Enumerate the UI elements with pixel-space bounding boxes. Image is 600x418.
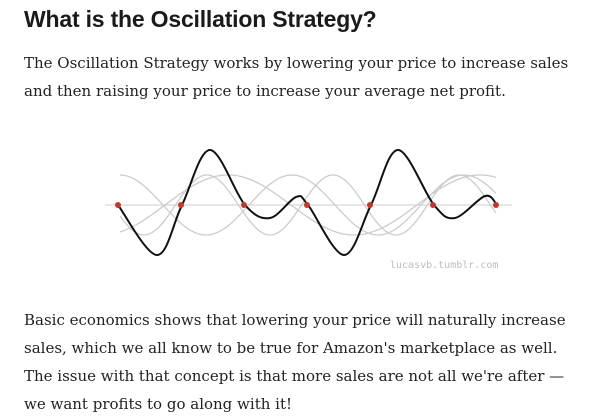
- sample-point: [241, 202, 247, 208]
- watermark: lucasvb.tumblr.com: [390, 260, 498, 271]
- page-title: What is the Oscillation Strategy?: [24, 6, 377, 32]
- body-paragraph: Basic economics shows that lowering your…: [24, 311, 566, 413]
- component-curve: [119, 174, 497, 236]
- intro-paragraph: The Oscillation Strategy works by loweri…: [24, 54, 569, 100]
- sample-point: [178, 202, 184, 208]
- oscillation-figure: lucasvb.tumblr.com: [105, 148, 512, 271]
- sample-point: [115, 202, 121, 208]
- component-curve: [119, 174, 497, 236]
- sample-point: [367, 202, 373, 208]
- sample-point: [430, 202, 436, 208]
- sample-point: [493, 202, 499, 208]
- component-curve: [119, 174, 497, 236]
- sample-point: [304, 202, 310, 208]
